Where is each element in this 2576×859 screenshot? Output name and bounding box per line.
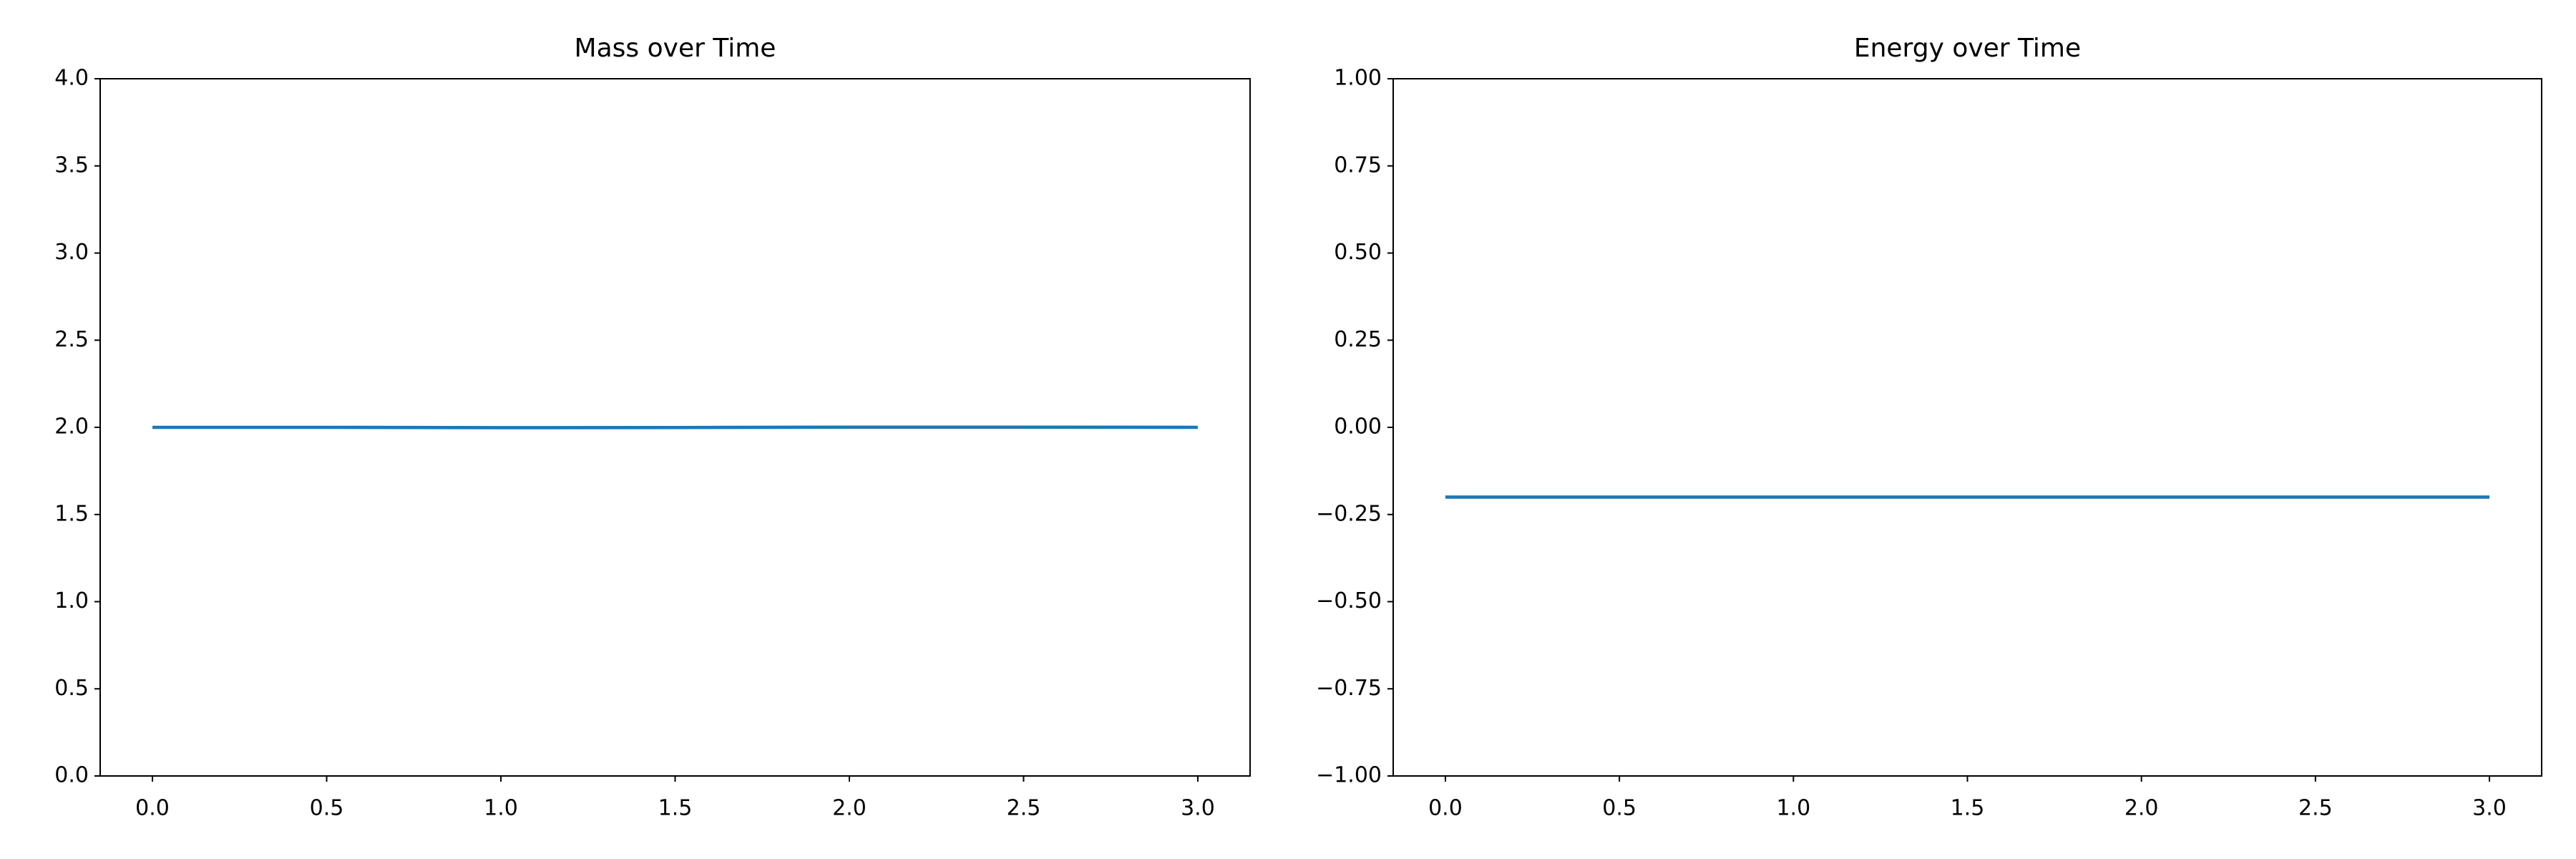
- x-tick-label: 1.5: [1951, 796, 1985, 821]
- data-line: [152, 425, 1198, 430]
- x-tick-label: 0.5: [1602, 796, 1636, 821]
- x-tick-label: 3.0: [2472, 796, 2507, 821]
- x-tick-label: 2.0: [2124, 796, 2159, 821]
- x-tick-label: 2.5: [1007, 796, 1041, 821]
- chart-title: Energy over Time: [1854, 34, 2081, 63]
- x-tick-label: 0.0: [135, 796, 170, 821]
- y-tick-label: 0.50: [1334, 240, 1382, 265]
- y-tick-label: −0.75: [1316, 676, 1382, 701]
- x-tick-label: 0.5: [310, 796, 344, 821]
- y-tick-label: 3.5: [54, 152, 89, 178]
- x-tick-label: 1.0: [1776, 796, 1810, 821]
- y-tick-label: −0.25: [1316, 501, 1382, 526]
- y-tick-label: 3.0: [54, 240, 89, 265]
- x-tick-label: 0.0: [1428, 796, 1463, 821]
- y-tick-label: 0.75: [1334, 152, 1382, 178]
- y-tick-label: 0.0: [54, 763, 89, 788]
- y-tick-label: 0.00: [1334, 414, 1382, 440]
- y-tick-label: 1.00: [1334, 66, 1382, 91]
- x-tick-label: 1.0: [484, 796, 518, 821]
- y-tick-label: 0.25: [1334, 327, 1382, 352]
- y-tick-label: 4.0: [54, 66, 89, 91]
- x-tick-label: 3.0: [1181, 796, 1215, 821]
- chart-title: Mass over Time: [575, 34, 776, 63]
- y-tick-label: −0.50: [1316, 588, 1382, 613]
- axes-frame: [99, 78, 1251, 777]
- y-tick-label: 0.5: [54, 676, 89, 701]
- x-tick-label: 2.0: [832, 796, 867, 821]
- y-tick-label: −1.00: [1316, 763, 1382, 788]
- x-tick-label: 2.5: [2298, 796, 2333, 821]
- y-tick-label: 2.0: [54, 414, 89, 440]
- axes-frame: [1392, 78, 2542, 777]
- y-tick-label: 2.5: [54, 327, 89, 352]
- y-tick-label: 1.5: [54, 501, 89, 526]
- y-tick-label: 1.0: [54, 588, 89, 613]
- x-tick-label: 1.5: [658, 796, 693, 821]
